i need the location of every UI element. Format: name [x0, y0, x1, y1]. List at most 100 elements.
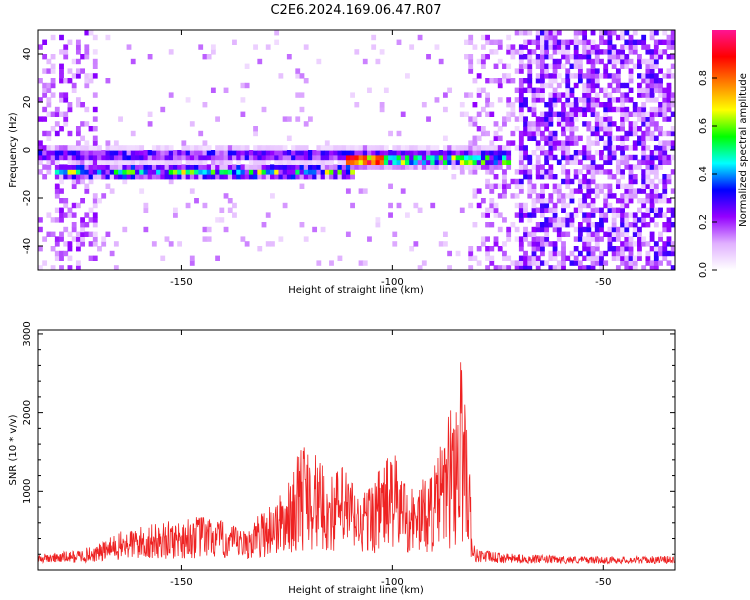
spectrogram-cell — [582, 198, 588, 204]
spectrogram-cell — [42, 174, 48, 180]
spectrogram-cell — [265, 159, 271, 165]
spectrogram-cell — [582, 226, 588, 233]
spectrogram-cell — [497, 78, 503, 84]
spectrogram-cell — [611, 63, 617, 69]
spectrogram-cell — [198, 154, 204, 161]
spectrogram-cell — [645, 63, 651, 69]
spectrogram-cell — [329, 174, 334, 180]
spectrogram-cell — [552, 207, 558, 213]
spectrogram-cell — [624, 231, 630, 237]
spectrogram-cell — [599, 164, 604, 170]
spectrogram-cell — [641, 178, 647, 185]
spectrogram-cell — [341, 174, 347, 180]
spectrogram-cell — [569, 54, 575, 60]
spectrogram-cell — [540, 260, 545, 266]
spectrogram-cell — [476, 58, 482, 65]
spectrogram-cell — [506, 183, 512, 189]
spectrogram-cell — [637, 111, 642, 117]
spectrogram-cell — [662, 49, 668, 55]
spectrogram-cell — [577, 39, 583, 45]
spectrogram-cell — [645, 174, 651, 180]
spectrogram-cell — [337, 159, 343, 165]
spectrogram-cell — [139, 169, 145, 175]
spectrogram-cell — [653, 250, 659, 257]
spectrogram-cell — [523, 260, 528, 266]
spectrogram-cell — [468, 255, 474, 261]
spectrogram-cell — [388, 130, 393, 137]
spectrogram-cell — [468, 92, 474, 98]
spectrogram-cell — [594, 44, 600, 50]
spectrogram-cell — [54, 255, 60, 261]
spectrogram-cell — [615, 87, 621, 93]
spectrogram-cell — [38, 265, 43, 270]
spectrogram-cell — [666, 154, 672, 161]
spectrogram-cell — [645, 207, 651, 213]
spectrogram-cell — [442, 150, 448, 156]
spectrogram-cell — [527, 159, 533, 165]
spectrogram-cell — [101, 193, 107, 199]
spectrogram-cell — [143, 159, 149, 165]
spectrogram-cell — [421, 164, 427, 170]
spectrogram-cell — [88, 30, 94, 36]
spectrogram-cell — [160, 164, 166, 170]
spectrogram-cell — [607, 140, 613, 146]
spectrogram-cell — [624, 159, 630, 165]
spectrogram-cell — [662, 116, 668, 122]
spectrogram-cell — [80, 145, 86, 151]
spectrogram-cell — [392, 150, 398, 156]
spectrogram-cell — [535, 58, 541, 65]
spectrogram-cell — [641, 121, 647, 127]
spectrogram-cell — [223, 226, 229, 233]
spectrogram-cell — [92, 236, 98, 242]
spectrogram-cell — [624, 92, 630, 98]
spectrogram-cell — [637, 236, 642, 242]
spectrogram-cell — [514, 49, 520, 55]
spectrogram-cell — [227, 207, 233, 213]
spectrogram-cell — [544, 150, 550, 156]
spectrogram-cell — [540, 135, 545, 141]
spectrogram-cell — [345, 159, 351, 165]
spectrogram-cell — [291, 164, 296, 170]
spectrogram-cell — [489, 255, 495, 261]
spectrogram-cell — [632, 260, 638, 266]
spectrogram-cell — [632, 222, 638, 228]
spectrogram-cell — [130, 145, 136, 151]
spectrogram-cell — [375, 159, 381, 165]
spectrogram-cell — [599, 255, 604, 261]
spectrogram-cell — [607, 30, 613, 36]
spectrogram-cell — [666, 102, 672, 108]
spectrogram-cell — [586, 178, 592, 185]
spectrogram-cell — [88, 154, 94, 161]
spectrogram-cell — [67, 154, 73, 161]
spectrogram-cell — [569, 111, 575, 117]
spectrogram-cell — [662, 183, 668, 189]
spectrogram-cell — [371, 44, 377, 50]
spectrogram-cell — [383, 145, 389, 151]
spectrogram-cell — [63, 145, 69, 151]
spectrogram-cell — [632, 255, 638, 261]
spectrogram-cell — [270, 241, 275, 247]
spectrogram-x-label: Height of straight line (km) — [288, 285, 424, 296]
spectrogram-cell — [113, 159, 119, 165]
spectrogram-cell — [624, 135, 630, 141]
spectrogram-cell — [485, 130, 490, 137]
snr-frame — [37, 329, 676, 571]
spectrogram-cell — [561, 116, 566, 122]
spectrogram-cell — [168, 154, 174, 161]
spectrogram-cell — [628, 34, 634, 41]
spectrogram-cell — [645, 193, 651, 199]
spectrogram-cell — [405, 212, 410, 218]
spectrogram-cell — [586, 231, 592, 237]
spectrogram-cell — [632, 226, 638, 233]
spectrogram-cell — [611, 212, 617, 218]
spectrogram-cell — [548, 97, 554, 103]
spectrogram-cell — [75, 236, 81, 242]
spectrogram-cell — [75, 265, 81, 270]
spectrogram-cell — [556, 111, 562, 117]
spectrogram-cell — [50, 246, 56, 252]
spectrogram-cell — [590, 58, 596, 65]
spectrogram-cell — [476, 188, 482, 194]
spectrogram-cell — [447, 145, 453, 151]
spectrogram-cell — [227, 154, 233, 161]
spectrogram-cell — [75, 202, 81, 209]
